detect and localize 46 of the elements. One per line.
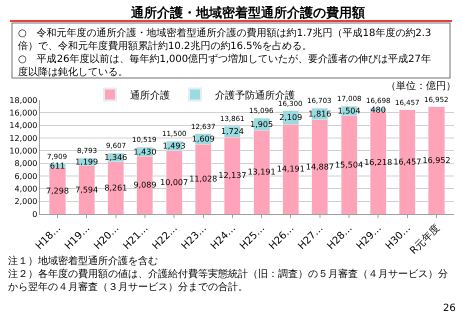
chart-title: 通所介護・地域密着型通所介護の費用額: [130, 5, 365, 21]
data-label: 480: [370, 105, 386, 114]
y-tick-label: 2,000: [14, 197, 38, 206]
data-label: 611: [50, 161, 66, 170]
text: 注２）各年度の費用額の値は、介護給付費等実態統計（旧：調査）の５月審査（４月サービス）分から翌年の４月審査（３月サービス）分までの合計。: [8, 268, 448, 293]
data-label: 7,298: [46, 186, 69, 196]
data-label: 12,137: [218, 171, 246, 180]
data-label: 8,261: [104, 183, 128, 192]
y-tick-label: 6,000: [14, 172, 38, 181]
y-tick-label: 16,000: [9, 108, 38, 118]
x-tick-label: R元年度: [408, 222, 442, 257]
data-label: 7,594: [75, 185, 98, 194]
data-label: 10,007: [160, 178, 188, 187]
data-label: 2,109: [279, 112, 302, 122]
data-label: 14,191: [276, 164, 305, 174]
legend-label: 通所介護: [130, 89, 170, 102]
data-label: 11,028: [189, 174, 218, 184]
y-tick-label: 10,000: [9, 146, 38, 156]
data-label: 1,199: [75, 158, 98, 167]
y-tick-label: 4,000: [14, 184, 38, 194]
data-label: 14,887: [306, 162, 334, 172]
y-tick-label: 8,000: [14, 159, 38, 168]
data-label: 1,905: [250, 120, 274, 129]
y-tick-label: 18,000: [9, 96, 38, 105]
data-label: 16,218: [364, 158, 392, 168]
text: （単位：億円）: [386, 80, 456, 92]
data-label: 9,089: [134, 180, 156, 190]
data-label: 13,191: [248, 168, 276, 177]
data-label: 1,609: [192, 134, 215, 144]
data-label: 15,504: [335, 160, 364, 170]
y-tick-label: 12,000: [9, 134, 38, 143]
y-tick-label: 14,000: [9, 121, 38, 130]
data-label: 16,952: [422, 156, 451, 165]
data-label: 16,457: [393, 157, 422, 166]
y-tick-label: 0: [32, 210, 38, 219]
data-label: 1,504: [338, 106, 360, 116]
legend-label: 介護予防通所介護: [215, 89, 295, 102]
text: ○ 平成26年度以前は、毎年約1,000億円ずつ増加していたが、要介護者の伸びは平成27年度以降は鈍化している。: [18, 53, 431, 78]
data-label: 1,430: [134, 147, 156, 156]
data-label: 1,724: [220, 127, 244, 136]
text: ○ 令和元年度の通所介護・地域密着型通所介護の費用額は約1.7兆円（平成18年度の約2.3倍）で、令和元年度費用額累計約10.2兆円の約16.5%を占める。: [18, 27, 432, 52]
data-label: 1,346: [104, 152, 128, 162]
data-label: 1,816: [308, 109, 332, 118]
text: 注１）地域密着型通所介護を含む: [8, 255, 158, 267]
data-label: 1,493: [162, 141, 186, 150]
text: 26: [443, 303, 456, 314]
